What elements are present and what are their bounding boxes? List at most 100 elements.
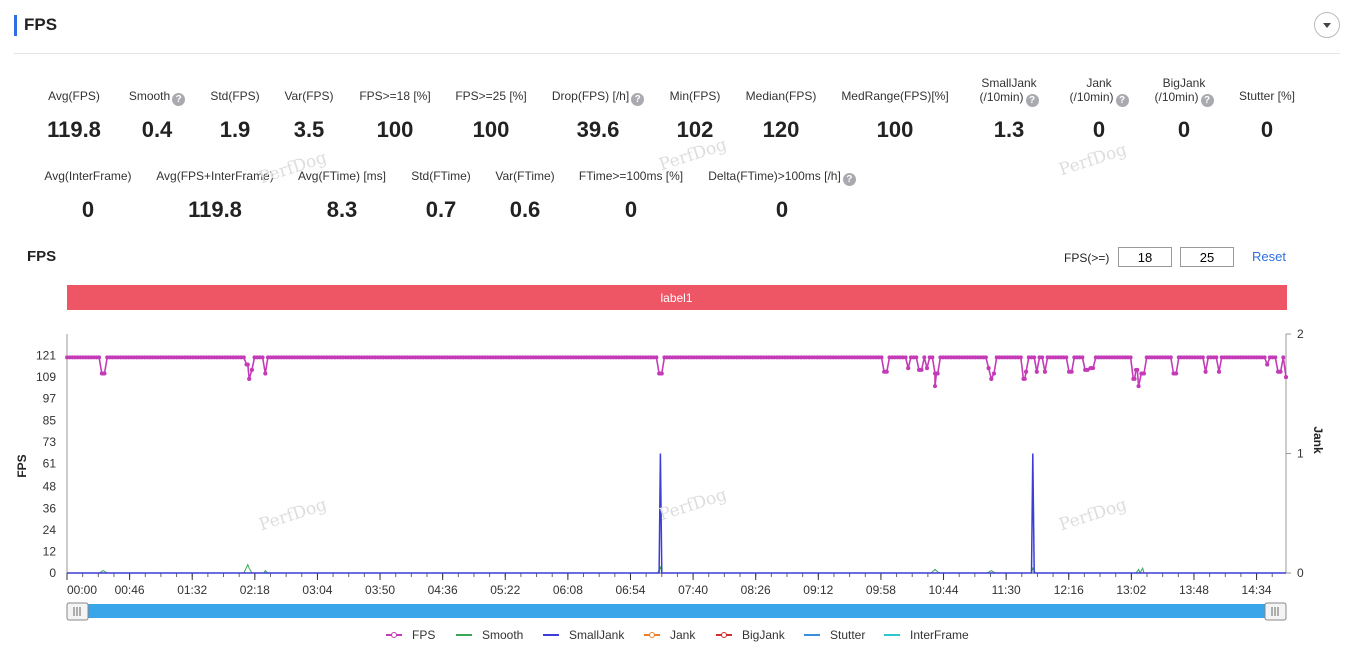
fps-point xyxy=(1278,369,1283,374)
fps-point xyxy=(1200,355,1205,360)
y-tick-label: 48 xyxy=(43,480,57,494)
legend-item-bigjank[interactable]: BigJank xyxy=(716,628,785,642)
fps-point xyxy=(1174,371,1179,376)
fps-point xyxy=(1024,369,1029,374)
legend-item-interframe[interactable]: InterFrame xyxy=(884,628,969,642)
legend-item-smalljank[interactable]: SmallJank xyxy=(543,628,624,642)
stat-label-line: Avg(FPS) xyxy=(48,89,100,103)
legend-dot xyxy=(391,632,397,638)
x-tick-label: 13:02 xyxy=(1116,583,1146,597)
fps-point xyxy=(1142,371,1146,376)
help-icon[interactable]: ? xyxy=(1200,94,1214,107)
legend-line xyxy=(884,634,900,636)
legend-line xyxy=(456,634,472,636)
y-tick-label: 12 xyxy=(43,544,57,558)
stat-value: 0 xyxy=(81,197,95,222)
stat-value: 0 xyxy=(1092,117,1106,142)
x-tick-label: 03:50 xyxy=(365,583,395,597)
stat-label: Std(FTime) xyxy=(361,169,521,183)
legend-label: FPS xyxy=(412,628,436,642)
fps-point xyxy=(879,355,884,360)
fps-point xyxy=(986,366,991,371)
stat-label: MedRange(FPS)[%] xyxy=(815,89,975,103)
stat-value: 39.6 xyxy=(576,117,620,142)
legend-marker xyxy=(884,630,900,640)
x-tick-label: 06:08 xyxy=(553,583,583,597)
help-icon[interactable]: ? xyxy=(1115,94,1129,107)
fps-point xyxy=(102,371,107,376)
legend-marker xyxy=(543,630,559,640)
label-band xyxy=(67,285,1287,310)
fps-point xyxy=(1284,375,1288,380)
fps-point xyxy=(922,355,927,360)
zoom-handle-right[interactable] xyxy=(1264,602,1287,621)
fps-threshold-input-2[interactable] xyxy=(1180,247,1234,267)
stat-label: FPS>=18 [%] xyxy=(315,89,475,103)
fps-point xyxy=(1132,376,1137,381)
stat-value: 102 xyxy=(676,117,714,142)
help-icon[interactable]: ? xyxy=(631,93,645,106)
fps-point xyxy=(1128,355,1133,360)
legend-label: Stutter xyxy=(830,628,866,642)
stat-label-line: FTime>=100ms [%] xyxy=(578,169,684,183)
stat-label: Min(FPS) xyxy=(615,89,775,103)
legend-item-fps[interactable]: FPS xyxy=(386,628,435,642)
smalljank-line xyxy=(67,453,1286,574)
fps-point xyxy=(249,367,254,372)
reset-link[interactable]: Reset xyxy=(1252,249,1286,264)
stat-label-line: BigJank xyxy=(1162,76,1206,90)
legend-item-jank[interactable]: Jank xyxy=(644,628,695,642)
help-icon[interactable]: ? xyxy=(172,93,186,106)
threshold-label: FPS(>=) xyxy=(1064,251,1110,265)
stat-label: Var(FPS) xyxy=(229,89,389,103)
section-accent-bar xyxy=(14,15,17,36)
stat-label-line: Median(FPS) xyxy=(745,89,817,103)
legend-label: InterFrame xyxy=(910,628,969,642)
stat-label: Median(FPS) xyxy=(701,89,861,103)
zoom-handle-left[interactable] xyxy=(66,602,89,621)
stat-label-line: Smooth? xyxy=(77,89,237,106)
help-icon[interactable]: ? xyxy=(842,173,856,186)
y-tick-label: 121 xyxy=(36,349,56,363)
legend-item-stutter[interactable]: Stutter xyxy=(804,628,865,642)
stat-label-line: Stutter [%] xyxy=(1238,89,1296,103)
y2-tick-label: 1 xyxy=(1297,447,1304,461)
section-title: FPS xyxy=(24,15,58,34)
legend-dot xyxy=(721,632,727,638)
stat-value: 0.4 xyxy=(141,117,173,142)
collapse-button[interactable] xyxy=(1314,12,1340,38)
stat-value: 0 xyxy=(775,197,789,222)
fps-point xyxy=(935,371,940,376)
stat-value: 100 xyxy=(472,117,510,142)
stat-value: 119.8 xyxy=(47,117,101,142)
fps-threshold-input-1[interactable] xyxy=(1118,247,1172,267)
stat-label-line: Std(FPS) xyxy=(210,89,260,103)
fps-point xyxy=(260,355,265,360)
stat-label-line: Var(FTime) xyxy=(495,169,555,183)
fps-point xyxy=(1018,355,1023,360)
stat-label: Avg(InterFrame) xyxy=(8,169,168,183)
help-icon[interactable]: ? xyxy=(1025,94,1039,107)
fps-point xyxy=(1022,376,1027,381)
fps-point xyxy=(659,371,664,376)
x-tick-label: 03:04 xyxy=(302,583,332,597)
fps-point xyxy=(1135,367,1140,372)
stat-label-line: Std(FTime) xyxy=(411,169,471,183)
legend-item-smooth[interactable]: Smooth xyxy=(456,628,523,642)
stat-label-line: Avg(FPS+InterFrame) xyxy=(156,169,274,183)
x-tick-label: 05:22 xyxy=(490,583,520,597)
x-tick-label: 00:46 xyxy=(115,583,145,597)
fps-point xyxy=(247,376,252,381)
fps-point xyxy=(97,355,102,360)
stat-value: 120 xyxy=(762,117,800,142)
legend-label: Jank xyxy=(670,628,696,642)
fps-point xyxy=(1136,384,1141,389)
fps-point xyxy=(992,371,996,376)
x-tick-label: 06:54 xyxy=(615,583,645,597)
stat-label-line: (/10min)? xyxy=(929,90,1089,107)
x-tick-label: 07:40 xyxy=(678,583,708,597)
fps-point xyxy=(903,355,908,360)
fps-point xyxy=(1091,366,1096,371)
y-axis-title: FPS xyxy=(15,454,29,477)
